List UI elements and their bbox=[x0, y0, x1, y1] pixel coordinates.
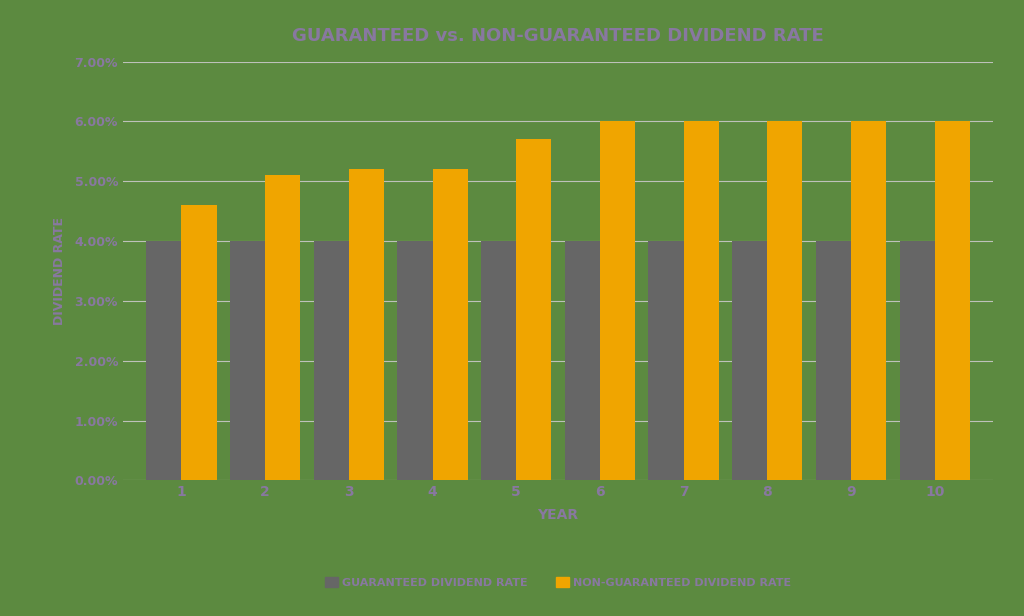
Bar bbox=[851, 121, 886, 480]
Bar bbox=[684, 121, 719, 480]
Bar bbox=[648, 241, 684, 480]
Bar bbox=[397, 241, 432, 480]
Bar bbox=[313, 241, 349, 480]
Bar bbox=[432, 169, 468, 480]
Bar bbox=[816, 241, 851, 480]
Title: GUARANTEED vs. NON-GUARANTEED DIVIDEND RATE: GUARANTEED vs. NON-GUARANTEED DIVIDEND R… bbox=[292, 26, 824, 45]
Bar bbox=[767, 121, 803, 480]
Bar bbox=[146, 241, 181, 480]
Bar bbox=[600, 121, 635, 480]
Bar bbox=[516, 139, 551, 480]
Bar bbox=[181, 205, 217, 480]
Legend: GUARANTEED DIVIDEND RATE, NON-GUARANTEED DIVIDEND RATE: GUARANTEED DIVIDEND RATE, NON-GUARANTEED… bbox=[321, 572, 796, 592]
Y-axis label: DIVIDEND RATE: DIVIDEND RATE bbox=[53, 217, 67, 325]
Bar bbox=[265, 176, 300, 480]
Bar bbox=[732, 241, 767, 480]
Bar bbox=[899, 241, 935, 480]
Bar bbox=[565, 241, 600, 480]
X-axis label: YEAR: YEAR bbox=[538, 508, 579, 522]
Bar bbox=[935, 121, 970, 480]
Bar bbox=[349, 169, 384, 480]
Bar bbox=[230, 241, 265, 480]
Bar bbox=[481, 241, 516, 480]
